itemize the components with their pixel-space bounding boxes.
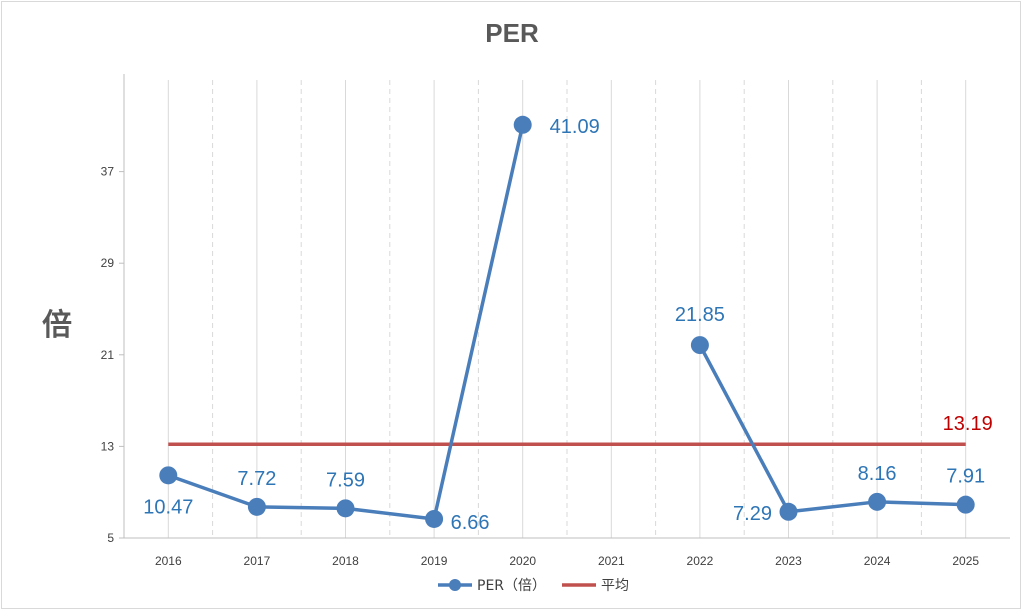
y-axis-label: 倍	[42, 308, 72, 343]
x-tick-label: 2016	[155, 554, 182, 568]
axes	[119, 74, 1010, 539]
x-tick-label: 2020	[509, 554, 536, 568]
per-data-label: 7.72	[237, 468, 276, 490]
legend-average-label: 平均	[601, 578, 629, 594]
per-data-label: 8.16	[858, 463, 897, 485]
x-tick-label: 2024	[864, 554, 891, 568]
per-point	[690, 336, 709, 355]
x-tick-label: 2021	[598, 554, 625, 568]
y-tick-label: 5	[107, 531, 114, 545]
x-tick-label: 2023	[775, 554, 802, 568]
per-point	[425, 509, 444, 528]
per-data-label: 7.29	[733, 503, 772, 525]
per-point	[956, 495, 975, 514]
y-tick-label: 13	[101, 439, 115, 453]
per-point	[336, 499, 355, 518]
tick-labels: 5 13 21 29 37 2016 2017 2018 2019 2020 2021 2022 202…	[101, 165, 980, 568]
per-point	[868, 492, 887, 511]
per-point	[779, 502, 798, 521]
per-series	[159, 115, 975, 528]
chart-title: PER	[485, 18, 539, 48]
x-tick-label: 2022	[687, 554, 714, 568]
per-data-label: 6.66	[451, 512, 490, 534]
per-data-label: 10.47	[143, 496, 193, 518]
per-data-label: 41.09	[550, 116, 600, 138]
y-tick-label: 21	[101, 348, 115, 362]
x-tick-label: 2018	[332, 554, 359, 568]
x-tick-label: 2025	[952, 554, 979, 568]
per-point	[247, 497, 266, 516]
grid-lines	[167, 80, 967, 538]
legend-per-marker	[449, 579, 461, 591]
per-data-label: 7.91	[946, 466, 985, 488]
legend: PER（倍） 平均	[438, 578, 629, 594]
x-tick-label: 2017	[244, 554, 271, 568]
average-data-label: 13.19	[943, 413, 993, 435]
per-point	[513, 115, 532, 134]
legend-per-label: PER（倍）	[477, 578, 546, 594]
data-labels: 10.47 7.72 7.59 6.66 41.09 21.85 7.29 8.16 7.91 1…	[143, 116, 992, 534]
per-data-label: 21.85	[675, 304, 725, 326]
per-data-label: 7.59	[326, 469, 365, 491]
per-point	[159, 466, 178, 485]
per-line-segment	[698, 344, 966, 514]
y-tick-label: 29	[101, 256, 115, 270]
x-tick-label: 2019	[421, 554, 448, 568]
y-tick-label: 37	[101, 165, 115, 179]
